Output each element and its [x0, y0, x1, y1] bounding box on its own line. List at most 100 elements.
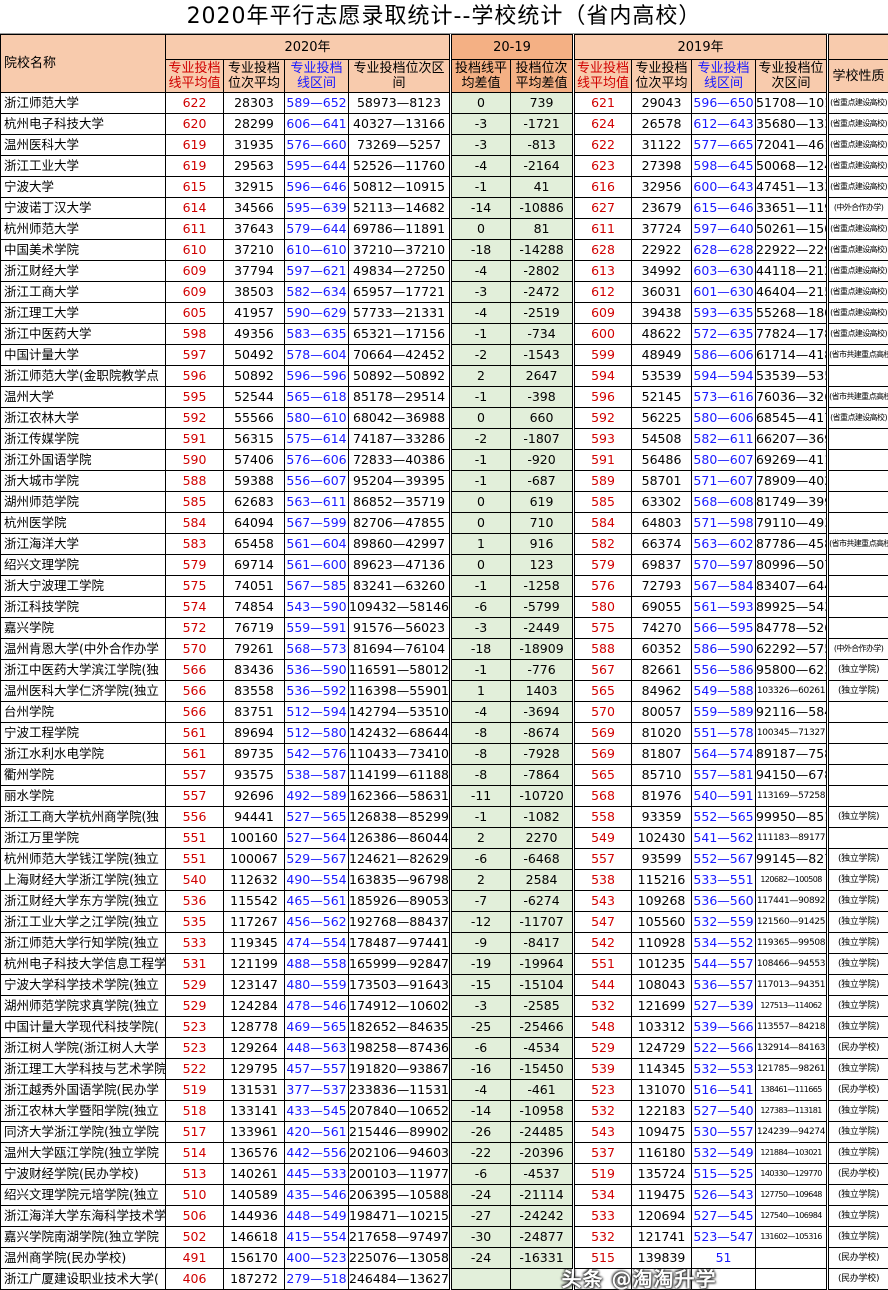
score-range-2019: 582—611: [692, 429, 756, 450]
score-diff: -19: [451, 954, 511, 975]
school-name: 浙江海洋大学东海科学技术学: [1, 1206, 166, 1227]
school-nature: (省重点建设高校): [828, 303, 888, 324]
score-range-2019: 522—566: [692, 1038, 756, 1059]
school-nature: (省重点建设高校): [828, 261, 888, 282]
rank-range-2019: 120682—100508: [756, 870, 828, 891]
score-range-2019: 612—643: [692, 114, 756, 135]
rank-diff: -10886: [511, 198, 574, 219]
score-diff: 0: [451, 492, 511, 513]
rank-range-2020: 225076—130588: [349, 1248, 451, 1269]
score-range-2019: 540—591: [692, 786, 756, 807]
rank-range-2019: [756, 1269, 828, 1290]
avg-rank-2019: 72793: [632, 576, 692, 597]
avg-score-2020: 491: [166, 1248, 224, 1269]
score-diff: -3: [451, 135, 511, 156]
avg-score-2019: 547: [574, 912, 632, 933]
avg-score-2019: 584: [574, 513, 632, 534]
rank-range-2019: 119365—99508: [756, 933, 828, 954]
school-name: 杭州师范大学钱江学院(独立: [1, 849, 166, 870]
score-range-2019: 566—595: [692, 618, 756, 639]
avg-score-2019: 565: [574, 765, 632, 786]
rank-range-2020: 207840—106529: [349, 1101, 451, 1122]
school-nature: [828, 618, 888, 639]
score-range-2020: 536—592: [285, 681, 349, 702]
score-range-2020: 490—554: [285, 870, 349, 891]
score-diff: -3: [451, 282, 511, 303]
avg-score-2019: 582: [574, 534, 632, 555]
avg-rank-2020: 37210: [224, 240, 285, 261]
school-nature: (省重点建设高校): [828, 156, 888, 177]
avg-score-2019: 567: [574, 660, 632, 681]
score-range-2019: 527—545: [692, 1206, 756, 1227]
avg-score-2020: 609: [166, 261, 224, 282]
avg-rank-2019: 31122: [632, 135, 692, 156]
header-2019-rank-range: 专业投档位次区间: [756, 60, 828, 93]
score-diff: -1: [451, 807, 511, 828]
score-range-2020: 578—604: [285, 345, 349, 366]
school-name: 宁波大学: [1, 177, 166, 198]
rank-range-2020: 217658—97497: [349, 1227, 451, 1248]
score-range-2020: 576—606: [285, 450, 349, 471]
school-name: 浙江越秀外国语学院(民办学: [1, 1080, 166, 1101]
avg-rank-2019: 84962: [632, 681, 692, 702]
avg-rank-2019: 66374: [632, 534, 692, 555]
avg-rank-2019: 69055: [632, 597, 692, 618]
avg-rank-2019: 82661: [632, 660, 692, 681]
school-nature: [828, 471, 888, 492]
avg-rank-2019: 56486: [632, 450, 692, 471]
score-range-2019: 561—593: [692, 597, 756, 618]
rank-diff: -2519: [511, 303, 574, 324]
score-diff: -9: [451, 933, 511, 954]
avg-score-2020: 592: [166, 408, 224, 429]
rank-range-2019: 47451—13379: [756, 177, 828, 198]
rank-range-2020: 74187—33286: [349, 429, 451, 450]
avg-rank-2020: 140589: [224, 1185, 285, 1206]
avg-score-2020: 557: [166, 786, 224, 807]
avg-score-2020: 513: [166, 1164, 224, 1185]
header-2020-score-range: 专业投档线区间: [285, 60, 349, 93]
school-nature: (省重点建设高校): [828, 219, 888, 240]
avg-rank-2019: 56225: [632, 408, 692, 429]
avg-score-2020: 540: [166, 870, 224, 891]
rank-diff: -3694: [511, 702, 574, 723]
avg-rank-2019: 135724: [632, 1164, 692, 1185]
avg-rank-2019: 34992: [632, 261, 692, 282]
school-nature: (独立学院): [828, 891, 888, 912]
score-range-2020: 582—634: [285, 282, 349, 303]
avg-rank-2019: 139839: [632, 1248, 692, 1269]
rank-diff: -1807: [511, 429, 574, 450]
header-diff-rank: 投档位次平均差值: [511, 60, 574, 93]
avg-score-2020: 506: [166, 1206, 224, 1227]
school-nature: [828, 597, 888, 618]
score-range-2020: 457—557: [285, 1059, 349, 1080]
school-nature: (省重点建设高校): [828, 282, 888, 303]
score-range-2020: 597—621: [285, 261, 349, 282]
score-diff: -8: [451, 744, 511, 765]
avg-score-2019: 532: [574, 1227, 632, 1248]
rank-range-2020: 40327—13166: [349, 114, 451, 135]
score-diff: 0: [451, 513, 511, 534]
avg-rank-2020: 28303: [224, 93, 285, 114]
avg-rank-2020: 187272: [224, 1269, 285, 1290]
avg-rank-2019: 120694: [632, 1206, 692, 1227]
score-range-2019: 532—559: [692, 912, 756, 933]
school-name: 绍兴文理学院: [1, 555, 166, 576]
avg-rank-2020: 79261: [224, 639, 285, 660]
rank-diff: 2270: [511, 828, 574, 849]
avg-rank-2020: 76719: [224, 618, 285, 639]
score-range-2019: 556—586: [692, 660, 756, 681]
avg-rank-2019: 115216: [632, 870, 692, 891]
score-range-2020: 448—549: [285, 1206, 349, 1227]
rank-range-2020: 65321—17156: [349, 324, 451, 345]
avg-rank-2020: 124284: [224, 996, 285, 1017]
score-diff: -8: [451, 765, 511, 786]
avg-score-2019: 548: [574, 1017, 632, 1038]
avg-score-2019: 612: [574, 282, 632, 303]
rank-range-2020: 174912—106029: [349, 996, 451, 1017]
